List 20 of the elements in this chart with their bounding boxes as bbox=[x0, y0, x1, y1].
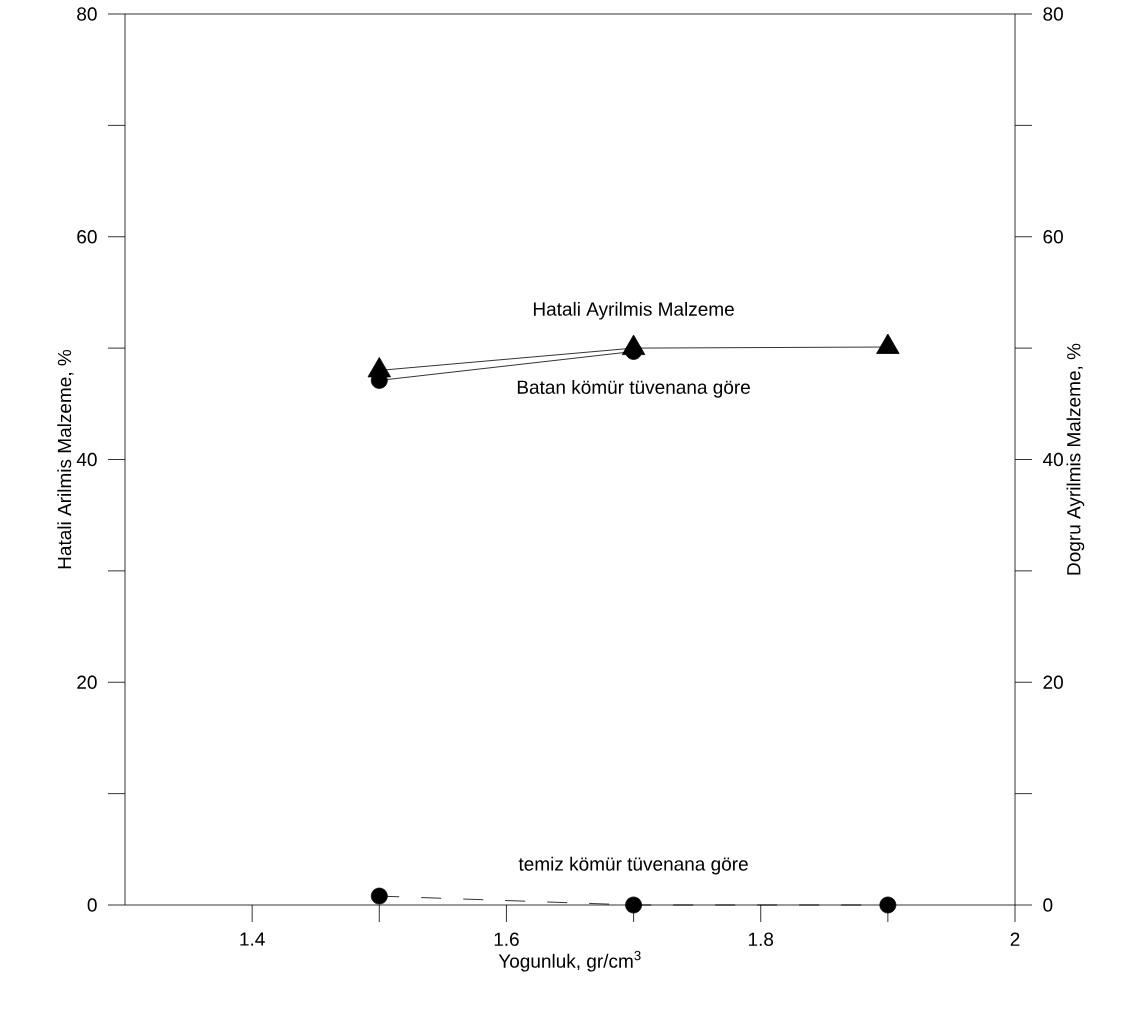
y-tick-label: 60 bbox=[77, 230, 97, 244]
y2-tick-label: 80 bbox=[1043, 7, 1063, 21]
x-tick-label: 1.8 bbox=[748, 932, 774, 946]
y2-tick-label: 60 bbox=[1043, 230, 1063, 244]
y2-tick-label: 40 bbox=[1042, 452, 1063, 467]
x-axis-title: Yogunluk, gr/cm$^{3}$ bbox=[498, 950, 641, 972]
y-tick-label: 20 bbox=[77, 675, 97, 689]
annotation: temiz kömür tüvenana göre bbox=[518, 856, 748, 875]
x-tick-label: 2 bbox=[1010, 932, 1020, 946]
y2-tick-label: 20 bbox=[1043, 675, 1063, 689]
y2-tick-label: 0 bbox=[1043, 898, 1053, 912]
annotation: Batan kömür tüvenana göre bbox=[517, 380, 750, 398]
x-tick-label: 1.6 bbox=[494, 932, 519, 946]
y-tick-label: 40 bbox=[76, 452, 97, 467]
y2-axis-title: Dogru Ayrilmis Malzeme, % bbox=[1066, 343, 1085, 575]
annotation: Hatali Ayrilmis Malzeme bbox=[533, 301, 734, 320]
x-tick-label: 1.4 bbox=[240, 932, 265, 946]
y-axis-title: Hatali Arilmis Malzeme, % bbox=[57, 349, 74, 569]
y-tick-label: 0 bbox=[87, 898, 97, 912]
y-tick-label: 80 bbox=[77, 7, 97, 21]
